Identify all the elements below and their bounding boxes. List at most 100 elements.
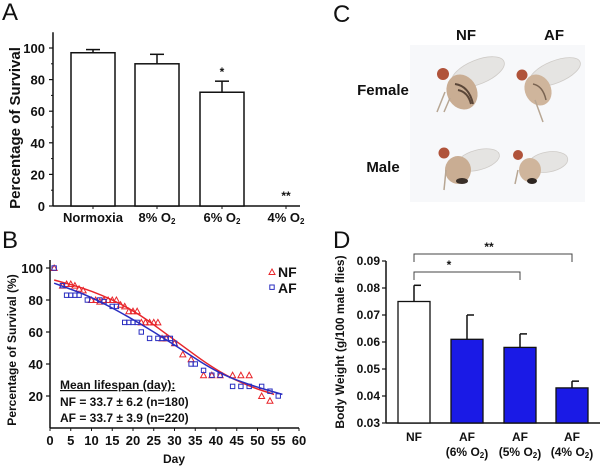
panel-b-point-nf bbox=[257, 391, 266, 399]
panel-a-ytick-label: 100 bbox=[23, 41, 45, 56]
panel-a-xtick-label: 6% O2 bbox=[204, 210, 242, 226]
panel-d-ytick-label: 0.08 bbox=[357, 281, 381, 295]
panel-b-point-af bbox=[258, 383, 265, 390]
legend-label-nf: NF bbox=[278, 264, 297, 280]
panel-a-ytick-label: 60 bbox=[31, 104, 45, 119]
lifespan-af: AF = 33.7 ± 3.9 (n=220) bbox=[60, 411, 189, 425]
panel-a-bar bbox=[70, 51, 116, 207]
legend-marker-nf bbox=[268, 267, 276, 275]
panel-b-point-af bbox=[209, 372, 215, 378]
panel-a-xtick-label: 8% O2 bbox=[139, 210, 177, 226]
panel-a-ytick-label: 20 bbox=[31, 167, 45, 182]
fly-male-af bbox=[513, 150, 569, 185]
panel-d-ytick-label: 0.03 bbox=[357, 416, 381, 430]
panel-b-point-nf bbox=[129, 307, 137, 315]
panel-b-ytick-label: 40 bbox=[29, 357, 43, 372]
panel-d-ytick-label: 0.06 bbox=[357, 335, 381, 349]
panel-d-significance-label: * bbox=[447, 258, 452, 272]
panel-b-point-nf bbox=[154, 318, 162, 326]
panel-d-chart: Body Weight (g/100 male flies) 0.03 0.04 0… bbox=[333, 240, 600, 461]
panel-d-ytick-label: 0.05 bbox=[357, 362, 381, 376]
panel-b-point-af bbox=[275, 393, 281, 399]
panel-b-point-nf bbox=[120, 302, 129, 310]
panel-b-point-nf bbox=[66, 279, 75, 287]
panel-b-point-af bbox=[76, 292, 82, 298]
panel-b-xtick-label: 20 bbox=[126, 433, 140, 448]
panel-b-point-af bbox=[84, 297, 91, 303]
panel-a-ytick-label: 80 bbox=[31, 73, 45, 88]
panel-b-xtick-label: 45 bbox=[230, 433, 244, 448]
panel-b-point-af bbox=[217, 372, 223, 378]
panel-b-xtick-label: 10 bbox=[84, 433, 98, 448]
panel-b-ytick-label: 20 bbox=[29, 389, 43, 404]
panel-b-xtick-label: 55 bbox=[271, 433, 285, 448]
panel-b-point-nf bbox=[133, 307, 141, 315]
panel-b-chart: Percentage of Survival (%) Day Mean life… bbox=[5, 260, 306, 466]
panel-d-xtick-sublabel: (6% O2) bbox=[446, 445, 488, 461]
panel-b-point-af bbox=[171, 340, 178, 346]
panel-c-photos: NF AF Female Male bbox=[357, 27, 585, 202]
panel-b-point-af bbox=[51, 265, 57, 271]
photo-row-male: Male bbox=[366, 159, 399, 176]
panel-b-point-af bbox=[200, 367, 207, 374]
panel-d-bar bbox=[503, 346, 537, 424]
panel-b-point-af bbox=[238, 383, 244, 390]
panel-b-ytick-label: 100 bbox=[21, 261, 43, 276]
panel-b-xtick-label: 40 bbox=[209, 433, 223, 448]
panel-label-d: D bbox=[333, 227, 350, 254]
panel-b-xtick-label: 5 bbox=[67, 433, 74, 448]
panel-b-point-af bbox=[101, 298, 107, 305]
panel-d-xtick-label: NF bbox=[406, 430, 422, 444]
photo-col-af: AF bbox=[544, 27, 564, 44]
panel-d-ytick-label: 0.07 bbox=[357, 308, 381, 322]
panel-b-point-nf bbox=[71, 281, 79, 289]
panel-a-chart: Percentage of Survival 0 20 40 60 80 100 Normo… bbox=[7, 32, 305, 226]
panel-d-bar bbox=[450, 338, 484, 424]
panel-d-ytick-label: 0.04 bbox=[357, 389, 381, 403]
lifespan-nf: NF = 33.7 ± 6.2 (n=180) bbox=[60, 395, 189, 409]
panel-b-point-af bbox=[229, 383, 236, 390]
panel-b-point-nf bbox=[178, 350, 187, 358]
panel-b-point-af bbox=[134, 319, 140, 326]
photo-col-nf: NF bbox=[456, 27, 476, 44]
panel-a-xtick-label: Normoxia bbox=[63, 210, 124, 225]
panel-a-xtick-label: 4% O2 bbox=[268, 210, 306, 226]
photo-row-female: Female bbox=[357, 82, 409, 99]
panel-b-point-nf bbox=[108, 295, 117, 303]
panel-label-b: B bbox=[2, 227, 18, 254]
panel-d-ytick-label: 0.09 bbox=[357, 254, 381, 268]
panel-b-point-nf bbox=[112, 295, 121, 303]
panel-d-xtick-sublabel: (4% O2) bbox=[551, 445, 593, 461]
panel-a-ytick-label: 0 bbox=[38, 199, 45, 214]
panel-d-xtick-label: AF bbox=[564, 430, 580, 444]
panel-a-ylabel: Percentage of Survival bbox=[7, 47, 24, 209]
fly-male-nf bbox=[438, 147, 500, 191]
panel-b-xtick-label: 50 bbox=[250, 433, 264, 448]
panel-b-xtick-label: 15 bbox=[105, 433, 119, 448]
panel-d-ylabel: Body Weight (g/100 male flies) bbox=[333, 255, 347, 428]
panel-b-ytick-label: 80 bbox=[29, 293, 43, 308]
panel-b-point-nf bbox=[266, 396, 274, 404]
panel-d-significance-bracket bbox=[413, 253, 573, 262]
panel-label-c: C bbox=[333, 1, 350, 28]
panel-a-bar bbox=[199, 91, 245, 207]
legend-label-af: AF bbox=[278, 280, 297, 296]
panel-b-ylabel: Percentage of Survival (%) bbox=[5, 274, 19, 425]
lifespan-heading: Mean lifespan (day): bbox=[60, 378, 175, 392]
panel-d-xtick-label: AF bbox=[459, 430, 475, 444]
panel-b-point-nf bbox=[145, 318, 154, 326]
panel-b-xtick-label: 35 bbox=[188, 433, 202, 448]
panel-b-point-nf bbox=[149, 318, 158, 326]
panel-b-xlabel: Day bbox=[163, 452, 185, 466]
panel-b-point-af bbox=[59, 282, 66, 289]
panel-b-point-af bbox=[146, 335, 153, 342]
panel-d-bar bbox=[555, 387, 589, 424]
panel-b-xtick-label: 0 bbox=[46, 433, 53, 448]
panel-d-significance-label: ** bbox=[484, 240, 494, 254]
panel-b-point-nf bbox=[237, 371, 245, 379]
panel-b-point-nf bbox=[75, 284, 83, 292]
panel-b-point-af bbox=[192, 361, 198, 367]
panel-d-xtick-label: AF bbox=[512, 430, 528, 444]
panel-label-a: A bbox=[2, 0, 18, 26]
